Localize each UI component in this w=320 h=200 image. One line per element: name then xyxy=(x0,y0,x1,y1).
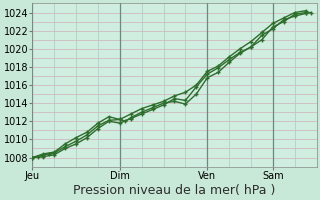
X-axis label: Pression niveau de la mer( hPa ): Pression niveau de la mer( hPa ) xyxy=(73,184,276,197)
